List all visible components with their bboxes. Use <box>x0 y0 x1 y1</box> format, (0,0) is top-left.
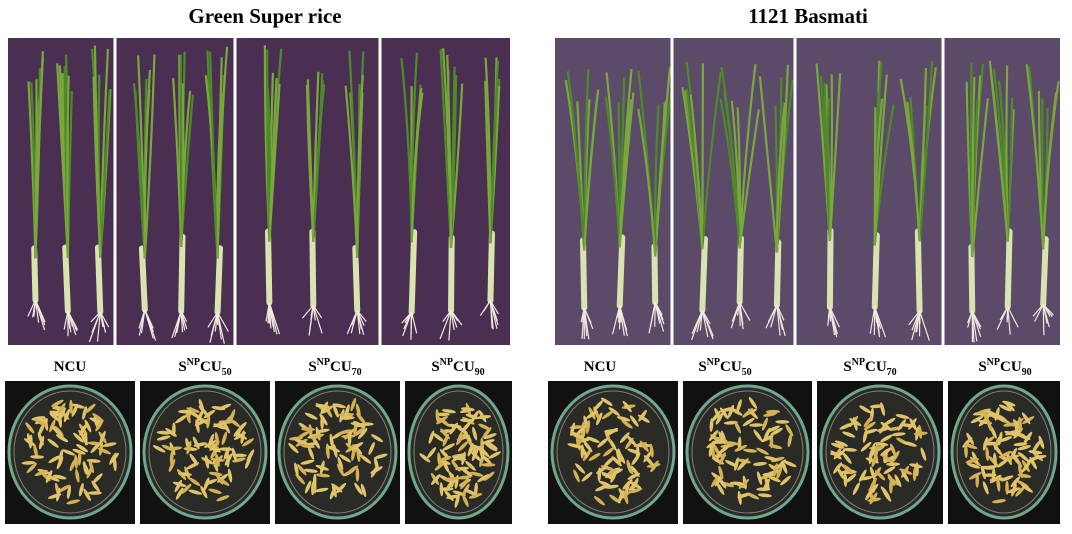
label-main: CU <box>200 359 222 375</box>
label-superscript: NP <box>440 357 453 368</box>
root <box>1007 307 1008 322</box>
root <box>740 302 741 326</box>
label-base: S <box>698 359 706 375</box>
stem <box>451 238 452 311</box>
rice-grain <box>88 491 102 495</box>
rice-grain <box>178 410 192 414</box>
label-superscript: NP <box>852 357 865 368</box>
root <box>411 312 412 340</box>
treatment-label: NCU <box>584 359 617 375</box>
petri-dish-photo <box>948 381 1060 524</box>
petri-dish-photo <box>275 381 400 524</box>
photo-background <box>8 38 510 345</box>
panel-title: 1121 Basmati <box>748 4 868 28</box>
label-base: S <box>843 359 851 375</box>
label-main: CU <box>1000 359 1022 375</box>
petri-dish-photo <box>405 381 512 524</box>
petri-dish-photo <box>140 381 270 524</box>
label-superscript: NP <box>707 357 720 368</box>
rice-grain <box>233 454 247 458</box>
label-main: CU <box>330 359 352 375</box>
rice-grain <box>356 468 360 482</box>
treatment-label: NCU <box>54 359 87 375</box>
label-superscript: NP <box>987 357 1000 368</box>
label-base: S <box>978 359 986 375</box>
stem <box>875 235 877 307</box>
stem <box>181 237 182 311</box>
plant-photo <box>555 38 1060 345</box>
label-base: S <box>178 359 186 375</box>
label-subscript: 70 <box>887 367 897 378</box>
label-subscript: 90 <box>1022 367 1032 378</box>
rice-grain <box>481 463 495 467</box>
stem <box>830 231 831 307</box>
rice-grain <box>226 453 230 467</box>
rice-grain <box>756 487 770 491</box>
label-base: S <box>308 359 316 375</box>
stem <box>412 232 415 312</box>
stem <box>583 240 584 308</box>
label-main: NCU <box>584 359 617 375</box>
label-base: S <box>431 359 439 375</box>
stem <box>918 231 920 310</box>
petri-dish-photo <box>548 381 678 524</box>
stem <box>1008 232 1010 307</box>
plant-photo <box>8 38 510 345</box>
label-superscript: NP <box>187 357 200 368</box>
label-main: CU <box>720 359 742 375</box>
petri-dish-photo <box>683 381 812 524</box>
stem <box>490 233 492 300</box>
label-main: NCU <box>54 359 87 375</box>
leaf <box>67 76 68 258</box>
label-subscript: 70 <box>352 367 362 378</box>
label-subscript: 90 <box>475 367 485 378</box>
leaf <box>702 63 703 249</box>
label-main: CU <box>453 359 475 375</box>
label-subscript: 50 <box>742 367 752 378</box>
stem <box>702 239 705 310</box>
stem <box>620 238 623 306</box>
petri-dish-photo <box>817 381 943 524</box>
panel-title: Green Super rice <box>188 4 341 28</box>
label-subscript: 50 <box>222 367 232 378</box>
label-superscript: NP <box>317 357 330 368</box>
stem <box>268 232 269 303</box>
stem <box>312 232 313 306</box>
label-main: CU <box>865 359 887 375</box>
petri-dish-photo <box>5 381 135 524</box>
